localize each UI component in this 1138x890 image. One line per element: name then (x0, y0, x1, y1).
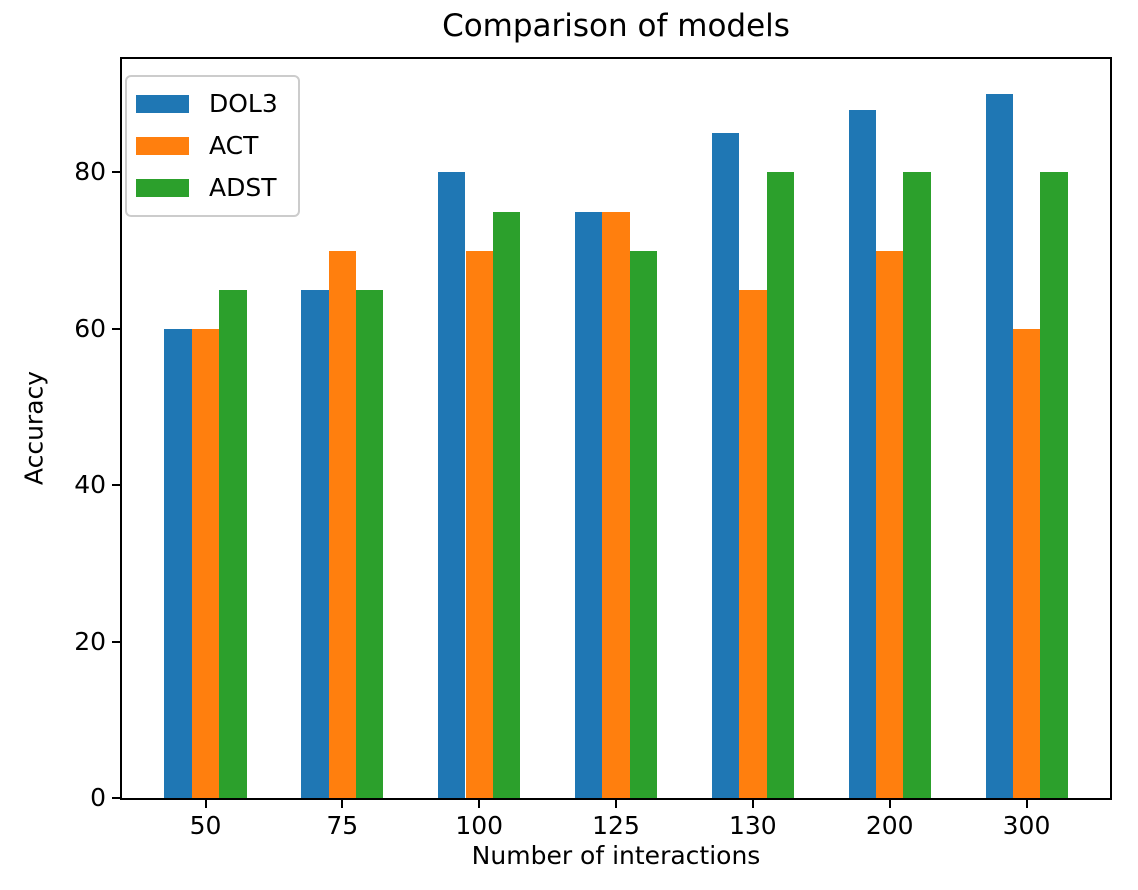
axis-spine-bottom (120, 798, 1112, 800)
y-tick-mark (112, 640, 120, 643)
x-axis-label: Number of interactions (471, 841, 761, 870)
x-tick-label: 50 (189, 811, 222, 840)
x-tick-label: 75 (326, 811, 359, 840)
bar-ADST-50 (219, 289, 247, 798)
y-tick-mark (112, 797, 120, 799)
x-tick-label: 125 (592, 811, 640, 840)
legend: DOL3 ACT ADST (125, 75, 300, 217)
bar-ADST-100 (492, 211, 521, 798)
legend-swatch-DOL3 (136, 95, 189, 113)
legend-label-DOL3: DOL3 (209, 89, 278, 118)
bar-DOL3-100 (438, 172, 466, 798)
bar-DOL3-125 (574, 211, 603, 798)
bar-ADST-130 (766, 172, 794, 798)
bar-DOL3-75 (301, 289, 329, 798)
legend-entry-ADST: ADST (136, 175, 278, 201)
y-axis-label: Accuracy (19, 370, 49, 486)
x-tick-mark (751, 800, 754, 808)
plot-area: DOL3 ACT ADST 0 20 40 60 80 50 75 100 125 130 200 300 (74, 57, 1112, 840)
y-tick-label: 20 (74, 626, 106, 656)
bar-ADST-75 (356, 289, 384, 798)
y-tick-mark (112, 327, 120, 330)
x-tick-mark (1025, 800, 1028, 808)
bar-ACT-125 (602, 211, 630, 798)
x-tick-label: 300 (1002, 811, 1051, 840)
bar-ACT-100 (465, 250, 493, 798)
bar-DOL3-50 (164, 328, 192, 798)
x-tick-label: 130 (728, 811, 777, 840)
legend-swatch-ADST (136, 179, 189, 197)
x-tick-label: 100 (455, 811, 504, 840)
bar-DOL3-130 (711, 133, 740, 798)
bar-ADST-125 (629, 250, 658, 798)
bar-DOL3-300 (985, 94, 1013, 798)
axis-spine-right (1110, 57, 1112, 800)
bar-DOL3-200 (848, 109, 876, 798)
bar-ACT-130 (739, 289, 767, 798)
x-tick-label: 200 (865, 811, 914, 840)
x-tick-mark (478, 800, 481, 808)
legend-swatch-ACT (136, 137, 189, 155)
legend-label-ACT: ACT (209, 131, 259, 160)
x-tick-mark (615, 800, 617, 808)
bar-ACT-50 (191, 328, 220, 798)
bar-ADST-200 (903, 172, 931, 798)
bar-ADST-300 (1040, 172, 1068, 798)
chart-title: Comparison of models (442, 8, 790, 44)
y-tick-mark (112, 484, 120, 487)
y-tick-label: 40 (74, 470, 106, 500)
y-tick-label: 60 (74, 313, 106, 343)
bar-ACT-75 (328, 250, 356, 798)
y-tick-label: 0 (90, 783, 106, 812)
y-tick-label: 80 (74, 157, 106, 187)
y-tick-mark (112, 171, 120, 174)
legend-entry-DOL3: DOL3 (136, 91, 278, 117)
axis-spine-left (120, 57, 122, 800)
x-tick-mark (888, 800, 891, 808)
x-tick-mark (341, 800, 344, 808)
legend-label-ADST: ADST (209, 173, 277, 202)
legend-entry-ACT: ACT (136, 133, 278, 159)
axis-spine-top (120, 57, 1112, 59)
bar-ACT-300 (1012, 328, 1041, 798)
bar-ACT-200 (876, 250, 904, 798)
x-tick-mark (204, 800, 207, 808)
